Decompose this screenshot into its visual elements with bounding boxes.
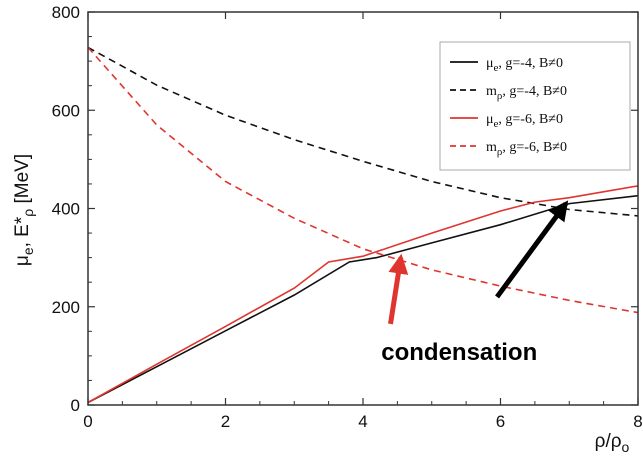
x-axis-title: ρ/ρo [595,431,630,455]
y-tick-label: 800 [52,3,80,22]
series-line-3 [87,46,639,314]
legend-label-2: μe, g=-6, B≠0 [486,112,563,130]
x-tick-label: 4 [358,412,367,431]
x-tick-label: 2 [221,412,230,431]
series-line-0 [87,194,639,404]
annotation-arrow-0 [388,253,409,325]
legend-label-3: mρ, g=-6, B≠0 [486,140,567,158]
x-tick-label: 6 [496,412,505,431]
condensation-annotation: condensation [381,339,537,366]
y-axis-title: μe, E*ρ [MeV] [12,154,36,266]
y-tick-label: 200 [52,298,80,317]
y-tick-label: 600 [52,101,80,120]
x-tick-label: 8 [633,412,642,431]
tick-layer: 0 2 4 6 8 0 200 400 600 800 [52,3,643,431]
legend-box [439,41,631,171]
series-layer [87,46,639,404]
legend-label-0: μe, g=-4, B≠0 [486,56,563,74]
legend-label-1: mρ, g=-4, B≠0 [486,84,567,102]
legend: μe, g=-4, B≠0 mρ, g=-4, B≠0 μe, g=-6, B≠0 m… [439,41,631,171]
annotation-arrow-1 [495,200,569,299]
arrow-layer [388,200,569,325]
x-tick-label: 0 [83,412,92,431]
y-tick-label: 400 [52,200,80,219]
series-line-2 [87,185,639,404]
y-tick-label: 0 [71,396,80,415]
